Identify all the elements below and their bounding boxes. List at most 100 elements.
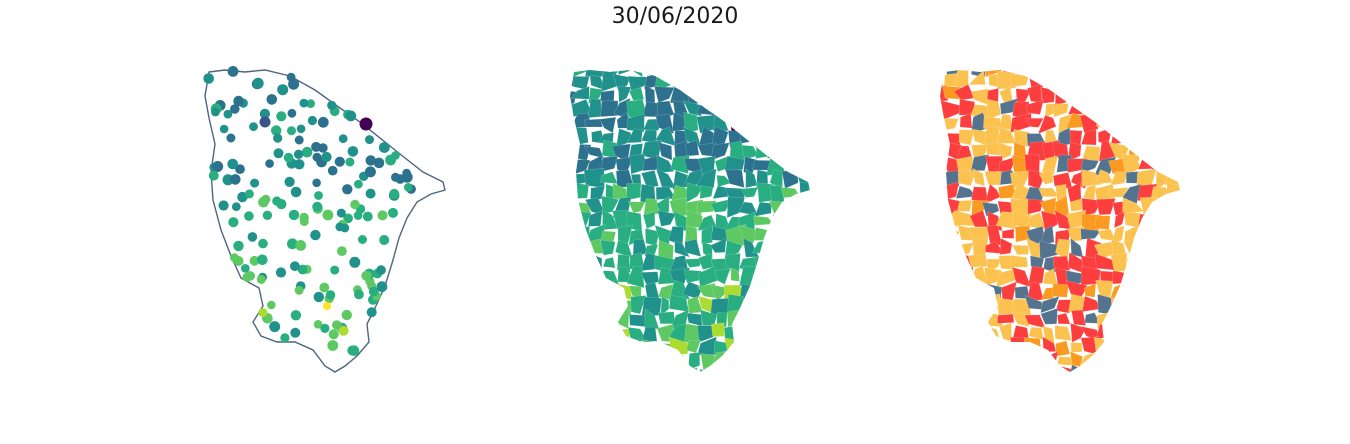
municipality-area [784,70,800,73]
municipality-area [1137,70,1156,87]
municipality-area [657,311,675,324]
municipality-area [730,267,740,282]
municipality-area [1152,200,1172,211]
municipality-area [1096,70,1113,76]
municipality-area [940,252,944,272]
municipality-area [1137,351,1157,371]
municipality-area [587,299,601,314]
station-point [358,235,367,244]
station-point [252,77,264,89]
municipality-area [808,101,810,118]
municipality-area [1150,111,1172,134]
municipality-area [1152,294,1169,314]
municipality-area [725,169,745,188]
municipality-area [573,127,589,146]
municipality-area [766,338,788,357]
station-point [347,146,359,157]
municipality-area [1137,213,1159,228]
municipality-area [813,229,820,243]
station-point [223,109,233,119]
municipality-area [742,97,759,115]
municipality-area [1177,114,1180,134]
municipality-area [794,157,810,174]
municipality-area [982,293,1001,311]
municipality-area [656,364,673,372]
municipality-area [585,352,607,368]
municipality-area [570,74,576,87]
municipality-area [668,295,690,313]
municipality-area [784,129,802,147]
municipality-area [1182,351,1190,370]
municipality-area [769,255,784,272]
municipality-area [809,111,810,132]
municipality-area [782,254,803,274]
municipality-area [1010,364,1032,372]
municipality-area [812,72,820,86]
municipality-area [600,156,618,172]
municipality-area [1040,308,1058,325]
municipality-area [683,112,699,134]
municipality-area [685,140,700,157]
municipality-area [1154,70,1169,79]
municipality-area [942,368,959,372]
station-point [313,320,323,329]
municipality-area [1164,238,1180,258]
municipality-area [798,144,810,160]
municipality-area [570,168,577,184]
municipality-area [808,293,810,313]
municipality-area [754,129,771,148]
municipality-area [575,353,592,367]
municipality-area [1010,170,1032,189]
station-point [230,104,240,114]
municipality-area [1051,103,1069,118]
station-point [218,200,229,211]
municipality-area [753,353,774,366]
municipality-area [601,326,618,340]
municipality-area [726,86,746,102]
municipality-area [710,142,730,161]
municipality-area [968,298,989,316]
municipality-area [570,369,578,372]
municipality-area [1093,336,1115,354]
municipality-area [601,280,615,297]
municipality-area [794,105,810,119]
municipality-area [1080,228,1101,240]
municipality-area [1009,255,1028,268]
municipality-area [1155,350,1172,371]
municipality-area [1136,113,1157,132]
station-point [353,211,363,220]
station-point [294,159,305,170]
municipality-area [969,322,990,342]
municipality-area [1070,342,1083,353]
municipality-area [1107,70,1130,71]
municipality-area [729,353,743,372]
station-point [317,116,329,128]
station-point [373,157,385,169]
municipality-area [660,296,670,317]
municipality-area [1066,87,1088,102]
municipality-area [701,224,713,244]
station-point [389,188,400,199]
station-point [330,265,340,275]
municipality-area [1184,87,1190,105]
municipality-area [782,141,798,162]
municipality-area [766,307,785,325]
municipality-area [1071,309,1087,326]
municipality-area [999,238,1013,255]
municipality-area [627,70,643,78]
municipality-area [1084,283,1097,298]
station-point [233,95,244,107]
municipality-area [1178,70,1180,75]
station-points-map [195,60,455,380]
municipality-area [1054,325,1072,341]
municipality-area [956,312,971,330]
municipality-area [570,129,574,149]
municipality-area [1111,339,1126,356]
municipality-area [809,156,810,170]
municipality-area [709,238,727,253]
municipality-area [570,202,575,218]
municipality-area [956,336,973,353]
municipality-area [781,298,802,315]
station-point [345,110,357,122]
municipality-area [658,142,673,161]
